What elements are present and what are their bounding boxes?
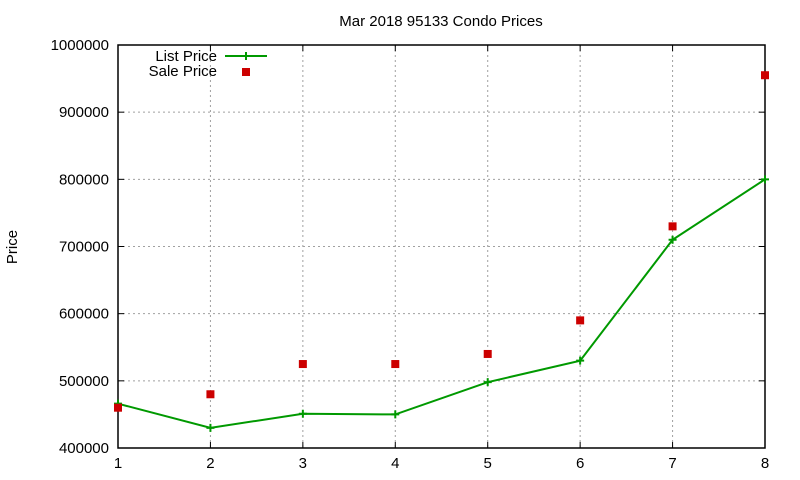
x-tick-label: 4 <box>391 455 399 472</box>
list-price-point <box>668 235 677 244</box>
x-tick-label: 8 <box>761 455 769 472</box>
y-tick-label: 600000 <box>59 306 109 323</box>
legend-label-list-price: List Price <box>155 48 217 65</box>
legend-plus-icon <box>242 52 250 60</box>
sale-price-point <box>114 403 122 412</box>
sale-price-point <box>483 349 492 358</box>
plot-border <box>117 44 766 449</box>
sale-price-point <box>206 390 215 399</box>
y-axis-label: Price <box>4 230 21 264</box>
x-tick-label: 7 <box>668 455 676 472</box>
list-price-point <box>761 175 769 184</box>
list-price-point <box>391 410 400 419</box>
x-tick-label: 2 <box>206 455 214 472</box>
list-price-point <box>206 423 215 432</box>
sale-price-point <box>298 360 307 369</box>
list-price-line <box>117 178 766 429</box>
list-price-point <box>576 356 585 365</box>
chart-title: Mar 2018 95133 Condo Prices <box>339 13 542 30</box>
x-tick-label: 1 <box>114 455 122 472</box>
list-price-point <box>483 378 492 387</box>
x-tick-label: 5 <box>484 455 492 472</box>
x-tick-label: 3 <box>299 455 307 472</box>
sale-price-point <box>761 71 769 80</box>
sale-price-point <box>668 222 677 231</box>
list-price-point <box>298 409 307 418</box>
sale-price-point <box>391 360 400 369</box>
y-tick-label: 900000 <box>59 104 109 121</box>
y-tick-label: 400000 <box>59 440 109 457</box>
x-tick-label: 6 <box>576 455 584 472</box>
sale-price-point <box>576 316 585 325</box>
y-tick-label: 700000 <box>59 239 109 256</box>
legend-label-sale-price: Sale Price <box>149 63 217 80</box>
y-tick-label: 1000000 <box>51 37 109 54</box>
axes: 400000 500000 600000 700000 800000 900000 1000… <box>51 37 770 472</box>
legend-square-icon <box>242 68 250 76</box>
y-tick-label: 800000 <box>59 171 109 188</box>
series <box>114 71 769 432</box>
y-tick-label: 500000 <box>59 373 109 390</box>
